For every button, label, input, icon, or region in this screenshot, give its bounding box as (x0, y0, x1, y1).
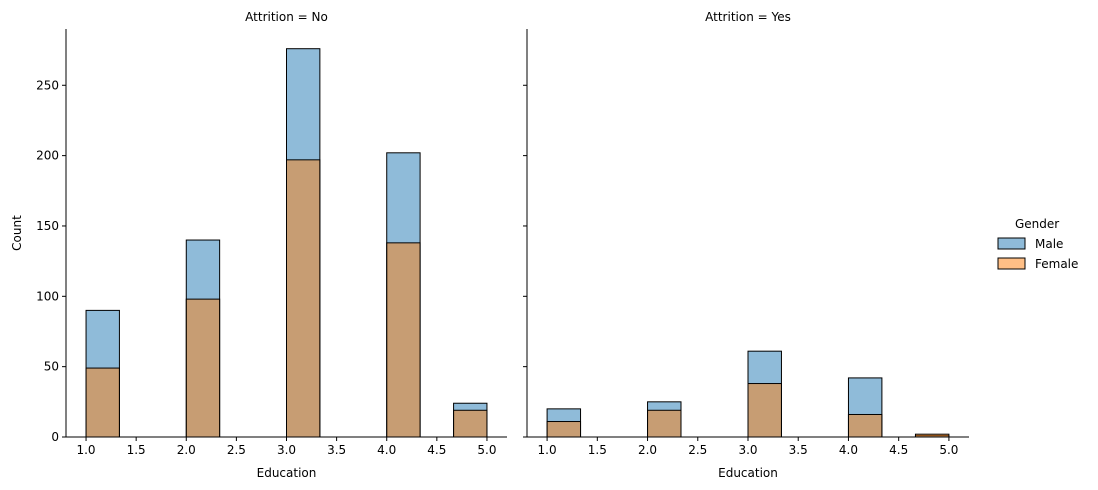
x-tick-label: 4.0 (839, 443, 858, 457)
bar-female (847, 413, 883, 438)
facet-attrition-yes: Attrition = Yes 1.0 1.5 2.0 2.5 3.0 3.5 4.0 4.5 5… (523, 10, 969, 480)
x-tick-label: 1.0 (538, 443, 557, 457)
bar-female (647, 409, 682, 438)
legend: Gender Male Female (997, 217, 1078, 271)
bar-female (386, 242, 421, 438)
y-tick-label: 150 (36, 219, 59, 233)
legend-label: Male (1035, 237, 1063, 251)
x-tick-label: 2.0 (638, 443, 657, 457)
bar-female (546, 421, 582, 438)
x-tick-label: 2.5 (688, 443, 707, 457)
x-tick-label: 5.0 (939, 443, 958, 457)
y-tick-label: 50 (44, 360, 59, 374)
x-tick-label: 4.5 (889, 443, 908, 457)
legend-swatch (997, 257, 1026, 270)
x-tick-label: 1.5 (127, 443, 146, 457)
bar-female (453, 409, 488, 438)
x-tick-label: 3.0 (738, 443, 757, 457)
x-axis-label: Education (257, 466, 317, 480)
x-tick-label: 1.0 (76, 443, 95, 457)
bar-female (747, 383, 782, 438)
y-tick-label: 250 (36, 78, 59, 92)
facet-title: Attrition = Yes (705, 10, 791, 24)
legend-item-female: Female (997, 257, 1078, 271)
facet-attrition-no: Attrition = No 1.0 1.5 2.0 2.5 3.0 3.5 4.0 4.5 5.… (10, 10, 507, 480)
facet-title: Attrition = No (245, 10, 328, 24)
legend-item-male: Male (997, 237, 1063, 251)
series-female (546, 383, 950, 438)
x-tick-label: 2.0 (177, 443, 196, 457)
x-tick-label: 2.5 (227, 443, 246, 457)
x-tick-label: 1.5 (588, 443, 607, 457)
legend-swatch (997, 237, 1026, 250)
y-axis-label: Count (10, 215, 24, 251)
legend-label: Female (1035, 257, 1078, 271)
x-tick-label: 3.5 (789, 443, 808, 457)
x-tick-label: 3.0 (277, 443, 296, 457)
y-tick-label: 0 (51, 430, 59, 444)
x-tick-label: 4.0 (377, 443, 396, 457)
x-tick-label: 4.5 (427, 443, 446, 457)
x-axis-label: Education (718, 466, 778, 480)
bar-female (85, 367, 120, 438)
series-female (85, 159, 488, 438)
x-tick-label: 3.5 (327, 443, 346, 457)
x-tick-label: 5.0 (477, 443, 496, 457)
bar-female (286, 159, 321, 438)
legend-title: Gender (1015, 217, 1059, 231)
y-tick-label: 200 (36, 149, 59, 163)
bar-female (185, 298, 221, 438)
y-tick-label: 100 (36, 289, 59, 303)
